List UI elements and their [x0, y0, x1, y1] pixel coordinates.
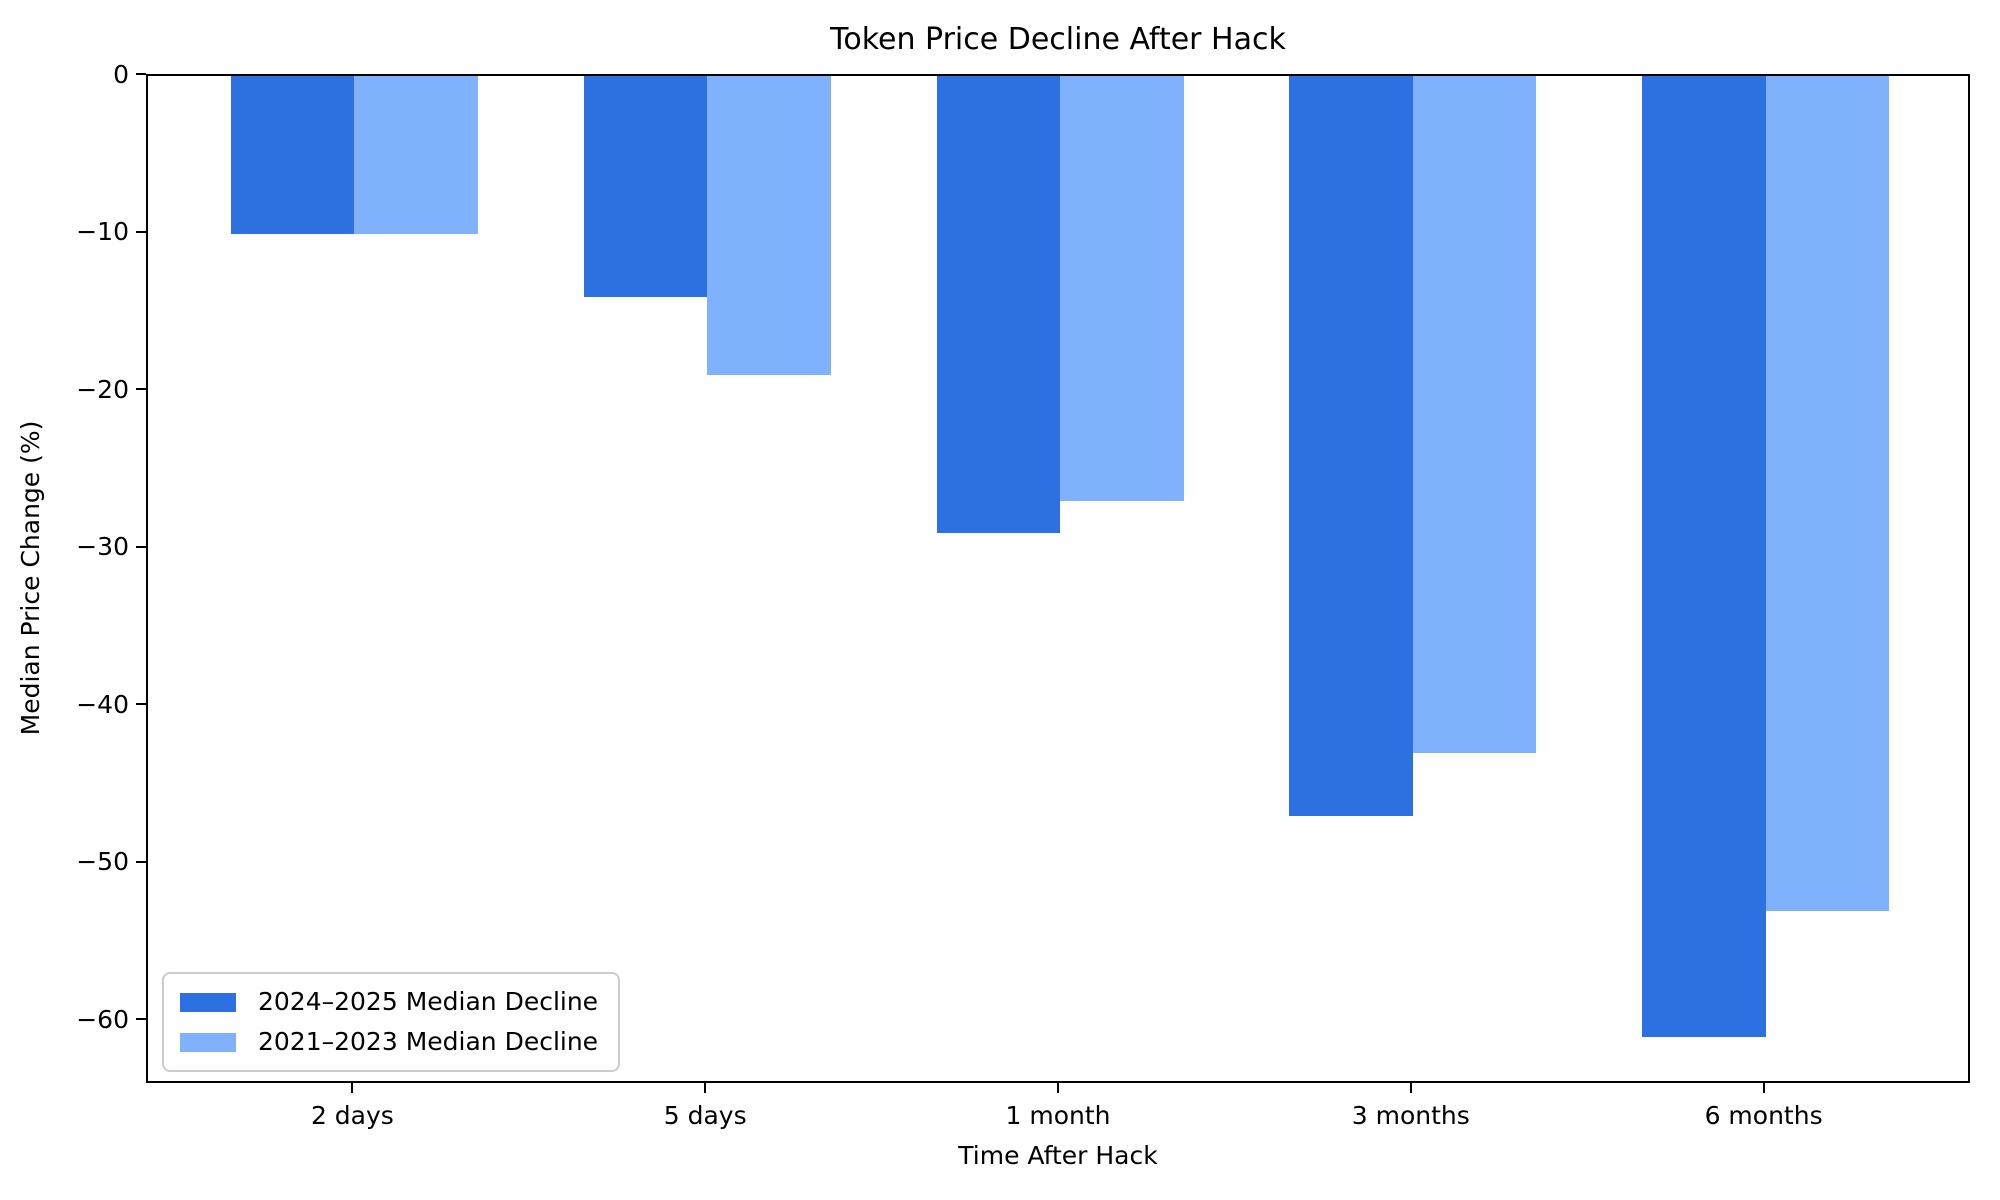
x-tick-mark	[351, 1083, 354, 1093]
x-tick-mark	[1057, 1083, 1059, 1093]
y-tick-mark	[136, 230, 146, 233]
legend-swatch-1	[180, 992, 236, 1012]
bar-series2-2	[1060, 76, 1184, 502]
x-tick-mark	[704, 1083, 707, 1093]
chart-title: Token Price Decline After Hack	[830, 22, 1286, 57]
x-axis-label: Time After Hack	[958, 1141, 1158, 1170]
legend-swatch-2	[180, 1032, 236, 1052]
bar-series1-1	[583, 76, 708, 297]
x-tick-mark	[1409, 1083, 1412, 1093]
x-tick-mark	[1762, 1083, 1765, 1093]
y-tick-label: −60	[76, 1004, 129, 1034]
bar-series1-2	[936, 76, 1060, 533]
y-tick-mark	[136, 388, 146, 391]
legend-item-1: 2024–2025 Median Decline	[180, 988, 598, 1016]
bar-series1-0	[230, 76, 355, 234]
y-tick-label: −30	[76, 532, 129, 562]
y-tick-label: 0	[113, 59, 129, 89]
bar-series2-4	[1765, 76, 1890, 911]
legend: 2024–2025 Median Decline 2021–2023 Median…	[162, 972, 621, 1072]
legend-label-2: 2021–2023 Median Decline	[258, 1027, 599, 1056]
bar-series2-3	[1412, 76, 1537, 754]
x-tick-label: 3 months	[1351, 1101, 1470, 1130]
bar-series2-0	[354, 76, 478, 234]
bar-series2-1	[707, 76, 831, 376]
legend-item-2: 2021–2023 Median Decline	[180, 1028, 598, 1056]
bar-series1-3	[1289, 76, 1413, 817]
bar-series1-4	[1642, 76, 1766, 1037]
y-tick-label: −20	[76, 374, 129, 404]
x-tick-label: 6 months	[1704, 1101, 1823, 1130]
y-tick-mark	[136, 1018, 146, 1021]
x-tick-label: 5 days	[663, 1101, 747, 1130]
y-tick-label: −10	[76, 217, 129, 246]
y-tick-mark	[136, 73, 146, 75]
y-tick-mark	[136, 860, 146, 863]
y-tick-label: −50	[76, 847, 129, 877]
x-tick-label: 2 days	[310, 1101, 394, 1130]
y-tick-mark	[136, 703, 146, 706]
y-axis-label: Median Price Change (%)	[16, 420, 45, 736]
legend-label-1: 2024–2025 Median Decline	[258, 987, 599, 1016]
y-tick-label: −40	[76, 689, 129, 719]
y-tick-mark	[136, 545, 146, 548]
x-tick-label: 1 month	[1005, 1101, 1111, 1130]
plot-area: 2024–2025 Median Decline 2021–2023 Median…	[146, 74, 1970, 1083]
